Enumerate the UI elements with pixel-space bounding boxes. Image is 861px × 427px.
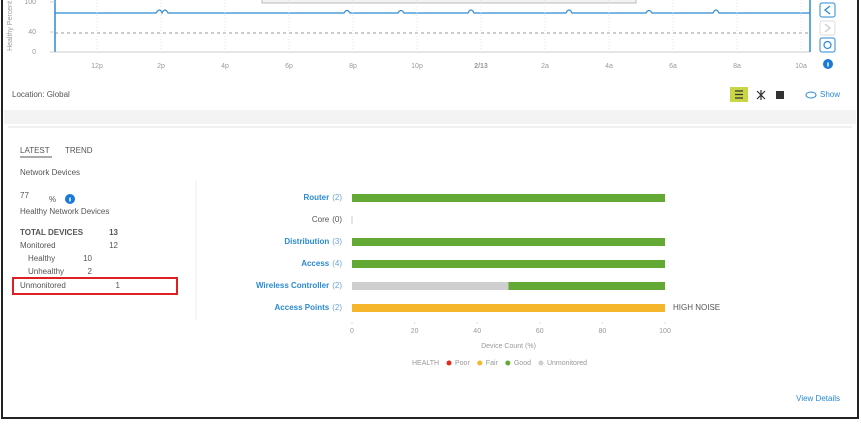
legend-swatch: [477, 360, 483, 366]
legend-swatch: [505, 360, 511, 366]
next-icon: [824, 23, 832, 33]
next-button[interactable]: [819, 20, 836, 36]
info-glyph: [69, 197, 71, 202]
summary-row-value: 1: [116, 281, 121, 290]
category-label[interactable]: Router (2): [303, 193, 342, 202]
legend-swatch: [446, 360, 452, 366]
map-view-button[interactable]: [776, 91, 784, 99]
category-label[interactable]: Access Points (2): [275, 303, 343, 312]
x-tick-label: 100: [659, 328, 671, 335]
topology-view-button[interactable]: [756, 90, 766, 100]
category-count: (2): [332, 303, 342, 312]
x-tick-label: 0: [350, 328, 354, 335]
refresh-button[interactable]: [819, 37, 836, 53]
category-name: Router: [303, 193, 329, 202]
x-tick-label: 80: [599, 328, 607, 335]
category-label: Core (0): [312, 215, 342, 224]
frame: [1, 0, 859, 419]
category-count: (4): [332, 259, 342, 268]
show-link[interactable]: Show: [820, 90, 840, 99]
bar-annotation: HIGH NOISE: [673, 303, 720, 312]
prev-button[interactable]: [819, 2, 836, 18]
timeline-controls: [819, 2, 836, 69]
health-value: 77: [20, 191, 29, 200]
category-count: (0): [332, 215, 342, 224]
x-axis-label: Device Count (%): [481, 343, 536, 350]
x-tick-label: 10a: [795, 63, 807, 70]
category-count: (3): [332, 237, 342, 246]
category-label[interactable]: Access (4): [301, 259, 342, 268]
separator-band: [4, 110, 856, 124]
category-name: Wireless Controller: [256, 281, 329, 290]
x-tick-label: 4a: [605, 63, 613, 70]
x-tick-label: 8p: [349, 63, 357, 70]
bar-segment: [352, 194, 665, 202]
bar-segment: [352, 282, 509, 290]
x-tick-label: 2p: [157, 63, 165, 70]
timeline: Healthy Percent: [7, 0, 811, 53]
summary-row-label: TOTAL DEVICES: [20, 228, 84, 237]
legend-label: Fair: [486, 360, 499, 367]
health-line: [55, 9, 810, 15]
x-tick-label: 20: [411, 328, 419, 335]
y-tick-label: 0: [32, 49, 36, 56]
health-caption: Healthy Network Devices: [20, 207, 109, 216]
location-label: Location: Global: [12, 90, 70, 99]
bar-segment: [352, 238, 665, 246]
category-name: Core: [312, 215, 330, 224]
legend-label: Good: [514, 360, 531, 367]
prev-icon: [823, 5, 831, 15]
y-tick-label: 100: [24, 0, 36, 6]
legend-swatch: [538, 360, 544, 366]
legend-label: Unmonitored: [547, 360, 587, 367]
summary-row-label: Unmonitored: [20, 281, 66, 290]
x-tick-label: 4p: [221, 63, 229, 70]
category-count: (2): [332, 281, 342, 290]
tab[interactable]: LATEST: [20, 146, 50, 155]
legend-label: Poor: [455, 360, 470, 367]
category-label[interactable]: Wireless Controller (2): [256, 281, 342, 290]
view-details-link[interactable]: View Details: [796, 394, 840, 403]
summary-row-value: 12: [109, 241, 118, 250]
x-tick-label: 12p: [91, 63, 103, 70]
tab[interactable]: TREND: [65, 146, 93, 155]
summary-row-value: 2: [88, 267, 93, 276]
highlight-box: [12, 277, 178, 295]
bar-segment: [508, 282, 665, 290]
info-glyph: [827, 62, 829, 67]
category-name: Access: [301, 259, 330, 268]
topology-icon: [756, 90, 766, 100]
x-tick-label: 2a: [541, 63, 549, 70]
category-name: Access Points: [275, 303, 330, 312]
health-unit: %: [49, 195, 56, 204]
x-tick-label: 10p: [411, 63, 423, 70]
bar-segment: [352, 260, 665, 268]
category-name: Distribution: [284, 237, 329, 246]
summary-title: Network Devices: [20, 168, 80, 177]
summary-row-label: Monitored: [20, 241, 56, 250]
summary-row-label: Unhealthy: [28, 267, 64, 276]
category-label[interactable]: Distribution (3): [284, 237, 342, 246]
list-icon: [735, 90, 743, 99]
category-count: (2): [332, 193, 342, 202]
x-tick-label: 8a: [733, 63, 741, 70]
x-tick-label: 6p: [285, 63, 293, 70]
y-axis-label: Healthy Percent: [7, 1, 14, 51]
x-tick-label: 60: [536, 328, 544, 335]
x-tick-label: 6a: [669, 63, 677, 70]
x-tick-label: 2/13: [474, 63, 488, 70]
bar-segment: [352, 304, 665, 312]
refresh-icon: [823, 40, 832, 50]
summary-row-value: 13: [109, 228, 118, 237]
x-tick-label: 40: [473, 328, 481, 335]
y-tick-label: 40: [28, 29, 36, 36]
legend-title: HEALTH: [412, 360, 439, 367]
eye-icon: [805, 91, 817, 99]
popover-edge: [261, 0, 637, 4]
summary-row-value: 10: [83, 254, 92, 263]
summary-row-label: Healthy: [28, 254, 55, 263]
